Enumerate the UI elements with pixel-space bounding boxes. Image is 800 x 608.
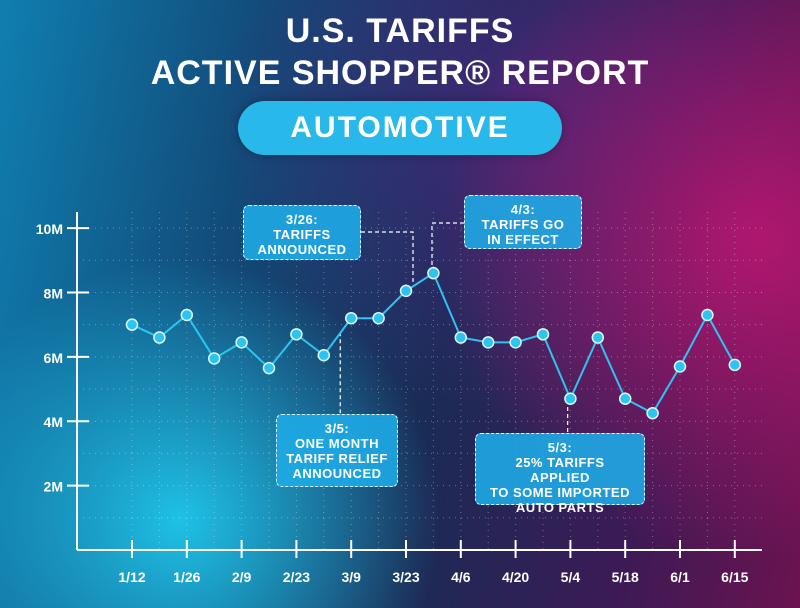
- data-point: [207, 352, 221, 365]
- data-point: [235, 336, 248, 349]
- category-badge: AUTOMOTIVE: [238, 101, 562, 155]
- data-point: [427, 266, 440, 280]
- data-point: [262, 361, 276, 375]
- data-point: [646, 406, 659, 420]
- x-tick-label: 4/20: [502, 569, 529, 585]
- y-tick-label: 6M: [44, 350, 63, 366]
- y-tick-label: 8M: [44, 285, 63, 301]
- annotation-tariffs-in-effect: 4/3: TARIFFS GO IN EFFECT: [464, 195, 582, 249]
- x-tick-label: 3/9: [341, 569, 361, 585]
- annotation-tariffs-announced: 3/26: TARIFFS ANNOUNCED: [243, 205, 361, 260]
- annotation-date: 3/26:: [285, 212, 319, 227]
- title-line-2: ACTIVE SHOPPER® REPORT: [150, 54, 650, 92]
- annotation-date: 3/5:: [324, 421, 350, 436]
- data-point: [372, 311, 385, 325]
- data-point: [317, 348, 331, 362]
- data-point: [454, 331, 468, 344]
- connector-4-3: [431, 222, 464, 268]
- chart-grid: [77, 212, 762, 550]
- data-series: [125, 266, 742, 420]
- x-tick-label: 4/6: [451, 569, 471, 585]
- x-tick-label: 2/23: [283, 569, 310, 585]
- annotation-connectors: [339, 222, 569, 433]
- y-tick-label: 2M: [44, 479, 63, 495]
- data-point: [564, 392, 577, 405]
- data-point: [180, 308, 194, 322]
- x-tick-labels: 1/12 1/26 2/9 2/23 3/9 3/23 4/6 4/20 5/4 5/18 6/1 6…: [118, 569, 748, 585]
- x-tick-label: 1/26: [173, 569, 200, 585]
- annotation-date: 4/3:: [510, 202, 536, 217]
- x-tick-label: 1/12: [118, 569, 145, 585]
- data-point: [673, 360, 687, 373]
- y-tick-labels: 2M 4M 6M 8M 10M: [36, 221, 63, 495]
- y-tick-label: 10M: [36, 221, 63, 237]
- x-tick-label: 6/15: [721, 569, 748, 585]
- data-point: [344, 311, 358, 325]
- x-tick-label: 5/18: [612, 569, 639, 585]
- x-tick-label: 2/9: [232, 569, 252, 585]
- data-point: [728, 358, 742, 372]
- x-tick-label: 5/4: [561, 569, 581, 585]
- chart-axes: [67, 212, 762, 558]
- data-point: [153, 331, 166, 344]
- connector-3-26: [361, 231, 414, 283]
- data-point: [591, 331, 605, 344]
- annotation-auto-parts-tariffs: 5/3: 25% TARIFFS APPLIED TO SOME IMPORTE…: [475, 433, 645, 515]
- title-line-1: U.S. TARIFFS: [285, 12, 515, 50]
- data-point: [536, 328, 550, 341]
- data-point: [481, 336, 495, 349]
- data-point: [618, 392, 632, 405]
- annotation-tariff-relief: 3/5: ONE MONTH TARIFF RELIEF ANNOUNCED: [276, 414, 398, 487]
- x-tick-label: 6/1: [670, 569, 690, 585]
- annotation-date: 5/3:: [547, 440, 573, 455]
- x-tick-label: 3/23: [392, 569, 419, 585]
- data-point: [701, 308, 714, 322]
- data-point: [125, 318, 139, 331]
- data-point: [509, 336, 522, 349]
- y-tick-label: 4M: [44, 414, 63, 430]
- data-point: [399, 284, 413, 298]
- data-point: [290, 328, 303, 341]
